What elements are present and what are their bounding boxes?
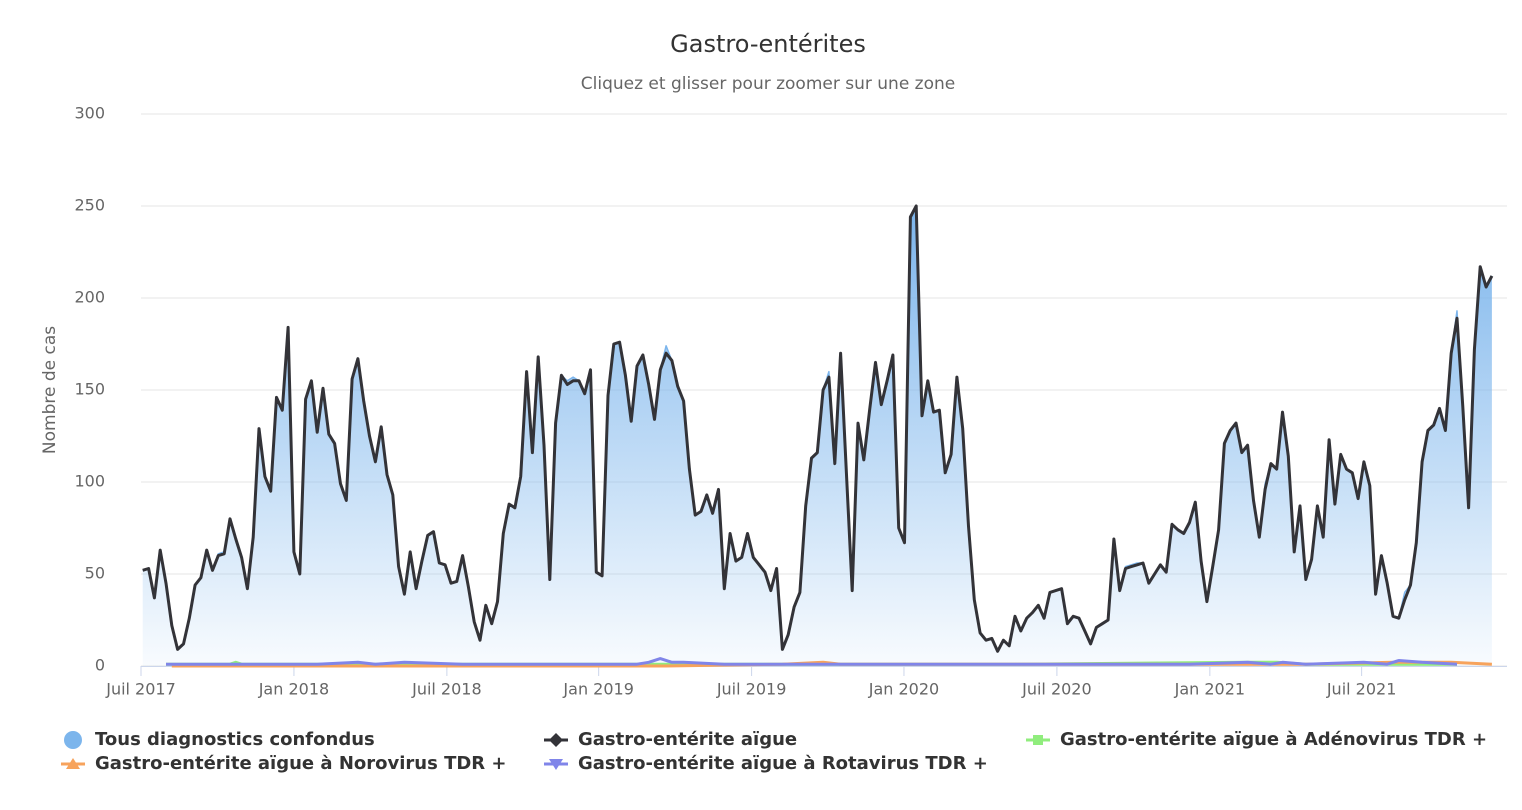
legend-marker: [549, 759, 563, 770]
legend-label[interactable]: Gastro-entérite aïgue: [578, 729, 797, 750]
x-tick-label: Jan 2019: [562, 680, 633, 699]
x-tick-label: Juil 2019: [716, 680, 787, 699]
legend-marker: [1033, 735, 1043, 745]
series-line: [166, 657, 1458, 666]
chart-subtitle: Cliquez et glisser pour zoomer sur une z…: [581, 74, 956, 94]
x-tick-label: Jan 2021: [1174, 680, 1245, 699]
legend-label[interactable]: Gastro-entérite aïgue à Norovirus TDR +: [95, 753, 507, 774]
x-tick-label: Juil 2018: [411, 680, 482, 699]
y-axis-title: Nombre de cas: [40, 326, 60, 454]
x-tick-label: Jan 2018: [258, 680, 329, 699]
series-line: [142, 204, 1494, 653]
y-tick-label: 100: [74, 472, 105, 491]
area-fill: [142, 206, 1492, 666]
legend-label[interactable]: Tous diagnostics confondus: [95, 729, 375, 750]
y-tick-label: 0: [95, 656, 105, 675]
y-tick-label: 250: [74, 196, 105, 215]
x-tick-label: Juil 2020: [1021, 680, 1092, 699]
x-tick-label: Juil 2021: [1326, 680, 1397, 699]
y-tick-label: 150: [74, 380, 105, 399]
chart-title: Gastro-entérites: [670, 30, 866, 58]
legend-marker: [549, 733, 563, 747]
y-tick-label: 300: [74, 104, 105, 123]
y-tick-label: 50: [85, 564, 105, 583]
legend-marker: [64, 731, 82, 749]
x-tick-label: Juil 2017: [105, 680, 176, 699]
legend-label[interactable]: Gastro-entérite aïgue à Rotavirus TDR +: [578, 753, 988, 774]
legend-label[interactable]: Gastro-entérite aïgue à Adénovirus TDR +: [1060, 729, 1487, 750]
legend-marker: [66, 758, 80, 769]
x-tick-label: Jan 2020: [868, 680, 939, 699]
y-tick-label: 200: [74, 288, 105, 307]
